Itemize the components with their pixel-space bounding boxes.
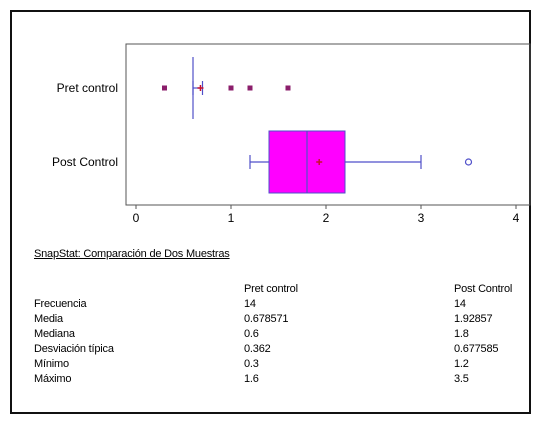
outlier-point — [285, 85, 291, 91]
figure-frame — [10, 10, 531, 414]
row-label: Media — [34, 313, 63, 325]
stats-row-minimo: Mínimo 0.3 1.2 — [34, 357, 534, 372]
cell-post: 14 — [454, 298, 466, 310]
row-label: Mediana — [34, 328, 75, 340]
stats-row-media: Media 0.678571 1.92857 — [34, 312, 534, 327]
cell-pret: 14 — [244, 298, 256, 310]
x-tick-label: 0 — [133, 211, 140, 225]
stats-row-maximo: Máximo 1.6 3.5 — [34, 372, 534, 387]
box-group — [249, 130, 473, 194]
category-labels: Pret control Post Control — [52, 81, 118, 169]
stats-title: SnapStat: Comparación de Dos Muestras — [34, 248, 230, 260]
cell-post: 1.92857 — [454, 313, 493, 325]
boxplot-chart: 0 1 2 3 4 Pret control Post Control — [52, 43, 531, 225]
x-tick-label: 1 — [228, 211, 235, 225]
stats-row-desviacion: Desviación típica 0.362 0.677585 — [34, 342, 534, 357]
x-axis: 0 1 2 3 4 — [133, 205, 520, 225]
outlier-point — [228, 85, 234, 91]
cell-pret: 0.6 — [244, 328, 259, 340]
plot-area — [125, 43, 531, 206]
category-label: Post Control — [52, 155, 118, 169]
x-tick-label: 2 — [323, 211, 330, 225]
cell-post: 0.677585 — [454, 343, 499, 355]
cell-pret: 1.6 — [244, 373, 259, 385]
outlier-point — [464, 158, 473, 166]
row-label: Frecuencia — [34, 298, 87, 310]
stats-table: Pret control Post Control Frecuencia 14 … — [34, 282, 534, 387]
stats-row-frecuencia: Frecuencia 14 14 — [34, 297, 534, 312]
cell-post: 1.2 — [454, 358, 469, 370]
cell-pret: 0.3 — [244, 358, 259, 370]
stats-row-mediana: Mediana 0.6 1.8 — [34, 327, 534, 342]
outlier-point — [247, 85, 253, 91]
cell-pret: 0.362 — [244, 343, 271, 355]
row-label: Mínimo — [34, 358, 69, 370]
stats-header-pret: Pret control — [244, 283, 298, 295]
box-group — [162, 57, 291, 119]
cell-post: 1.8 — [454, 328, 469, 340]
cell-post: 3.5 — [454, 373, 469, 385]
stats-header-blank — [34, 282, 244, 297]
stats-header-row: Pret control Post Control — [34, 282, 534, 297]
row-label: Desviación típica — [34, 343, 114, 355]
x-tick-label: 4 — [513, 211, 520, 225]
cell-pret: 0.678571 — [244, 313, 289, 325]
chart-marks — [162, 57, 473, 194]
stats-header-post: Post Control — [454, 283, 513, 295]
category-label: Pret control — [57, 81, 118, 95]
outlier-point — [162, 85, 167, 91]
x-tick-label: 3 — [418, 211, 425, 225]
row-label: Máximo — [34, 373, 72, 385]
